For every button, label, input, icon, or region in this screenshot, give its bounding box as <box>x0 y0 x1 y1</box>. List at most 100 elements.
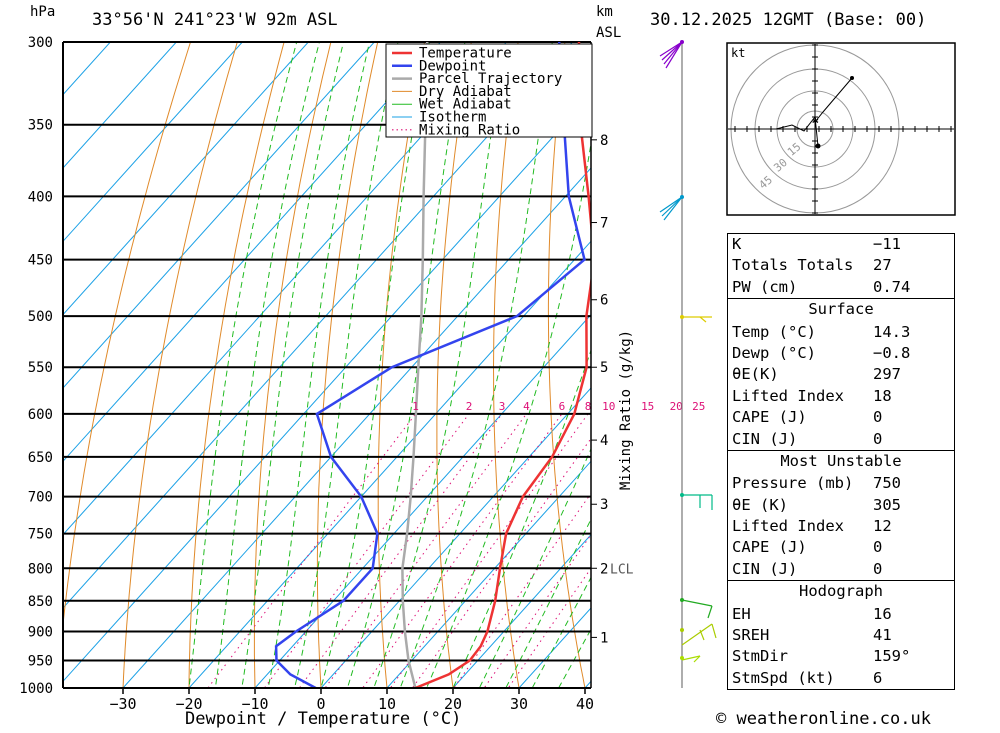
wet-adiabat-line <box>241 42 345 688</box>
isotherm-line <box>63 42 112 96</box>
isotherm-line <box>63 42 244 243</box>
lcl-label: LCL <box>610 562 634 577</box>
wind-barb-dot <box>680 493 684 497</box>
pressure-tick-label: 550 <box>28 360 53 376</box>
wind-barb-dot <box>680 195 684 199</box>
index-row: CIN (J) 0 <box>728 559 954 580</box>
index-row: CAPE (J) 0 <box>728 407 954 428</box>
dry-adiabat-line <box>653 0 724 714</box>
mixing-ratio-label: 20 <box>670 400 683 413</box>
index-value: 12 <box>873 517 892 536</box>
mixing-ratio-line <box>298 413 503 688</box>
wind-barb <box>659 41 683 57</box>
x-tick-label: −30 <box>109 695 136 713</box>
index-row: Temp (°C) 14.3 <box>728 322 954 343</box>
isotherm-line <box>122 167 591 688</box>
credit-label: © weatheronline.co.uk <box>716 709 931 729</box>
index-row: PW (cm) 0.74 <box>728 277 954 298</box>
dewpoint-profile <box>274 42 586 688</box>
x-tick-label: 0 <box>316 695 325 713</box>
wind-barb <box>659 196 683 213</box>
isotherm-line <box>386 460 591 688</box>
hodograph-point <box>815 143 821 149</box>
isotherm-line <box>188 240 591 688</box>
height-tick-label: 2 <box>600 561 608 577</box>
isotherm-line <box>254 313 591 688</box>
pressure-tick-label: 800 <box>28 561 53 577</box>
x-tick-label: 40 <box>576 695 594 713</box>
x-tick-label: −10 <box>241 695 268 713</box>
height-unit-label: km <box>596 4 613 20</box>
wind-barb <box>661 196 683 217</box>
wet-adiabat-line <box>558 628 591 688</box>
index-row: K −11 <box>728 234 954 255</box>
isotherm-line <box>452 533 591 688</box>
index-value: 305 <box>873 495 901 514</box>
index-row: StmSpd (kt) 6 <box>728 668 954 689</box>
index-value: 0 <box>873 538 883 557</box>
station-title: 33°56'N 241°23'W 92m ASL <box>92 10 338 30</box>
isotherm-line <box>63 93 591 683</box>
mixing-ratio-label: 3 <box>499 400 506 413</box>
index-label: CAPE (J) <box>732 408 807 427</box>
index-label: EH <box>732 604 751 623</box>
wind-barb-dot <box>680 656 684 660</box>
mixing-ratio-label: 4 <box>523 400 530 413</box>
hodograph-header: Hodograph <box>728 580 954 603</box>
height-tick-label: 3 <box>600 497 608 513</box>
surface-header: Surface <box>728 298 954 321</box>
height-tick-label: 8 <box>600 133 608 149</box>
mixing-ratio-label: 6 <box>559 400 566 413</box>
index-label: StmSpd (kt) <box>732 668 835 687</box>
wind-barb <box>681 655 701 661</box>
x-tick-label: 10 <box>378 695 396 713</box>
index-row: CAPE (J) 0 <box>728 537 954 558</box>
height-tick-label: 6 <box>600 293 608 309</box>
legend-entry: Isotherm <box>419 110 486 126</box>
legend-entry: Dewpoint <box>419 58 486 74</box>
x-tick-label: 30 <box>510 695 528 713</box>
storm-motion-marker: ✱ <box>812 114 819 127</box>
x-axis-title: Dewpoint / Temperature (°C) <box>185 709 462 729</box>
mixing-ratio-line <box>263 413 470 688</box>
index-row: SREH 41 <box>728 625 954 646</box>
index-value: 0.74 <box>873 277 911 296</box>
index-value: −0.8 <box>873 343 911 362</box>
mixing-ratio-label: 15 <box>641 400 654 413</box>
index-row: Lifted Index 12 <box>728 516 954 537</box>
pressure-tick-label: 650 <box>28 450 53 466</box>
index-value: 18 <box>873 386 892 405</box>
pressure-tick-label: 400 <box>28 189 53 205</box>
pressure-tick-label: 350 <box>28 118 53 134</box>
index-row: θE (K) 305 <box>728 495 954 516</box>
wet-adiabat-line <box>505 518 591 688</box>
x-tick-label: 20 <box>444 695 462 713</box>
pressure-unit-label: hPa <box>30 4 56 20</box>
wind-barb <box>661 41 683 61</box>
mixing-ratio-label: 10 <box>602 400 615 413</box>
index-label: CIN (J) <box>732 559 798 578</box>
pressure-tick-label: 500 <box>28 309 53 325</box>
wind-barb <box>711 623 717 639</box>
index-label: PW (cm) <box>732 277 798 296</box>
parcel-trajectory-profile <box>401 42 429 688</box>
index-value: 14.3 <box>873 322 911 341</box>
index-value: 27 <box>873 256 892 275</box>
legend-entry: Parcel Trajectory <box>419 71 562 87</box>
wet-adiabat-line <box>531 576 591 688</box>
index-row: Totals Totals 27 <box>728 255 954 276</box>
wind-barb-dot <box>680 598 684 602</box>
index-row: θE(K) 297 <box>728 364 954 385</box>
mixing-ratio-label: 25 <box>692 400 705 413</box>
mixing-ratio-line <box>207 413 416 688</box>
height-tick-label: 1 <box>600 630 608 646</box>
most-unstable-header: Most Unstable <box>728 449 954 473</box>
pressure-tick-label: 750 <box>28 527 53 543</box>
pressure-tick-label: 950 <box>28 654 53 670</box>
index-label: SREH <box>732 626 770 645</box>
index-value: 16 <box>873 604 892 623</box>
wind-barb <box>707 605 713 619</box>
height-tick-label: 4 <box>600 433 608 449</box>
